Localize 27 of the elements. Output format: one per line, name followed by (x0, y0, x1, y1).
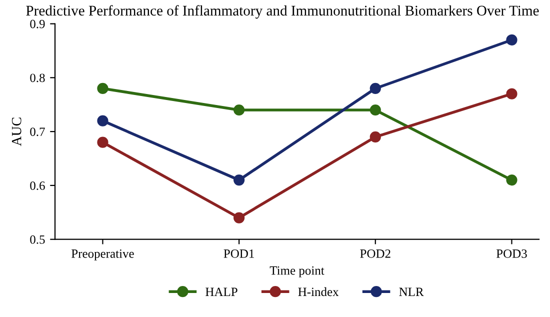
point (234, 104, 245, 116)
y-tick-label: 0.7 (30, 128, 45, 136)
x-tick-label: Preoperative (71, 249, 134, 260)
y-axis-title: AUC (12, 118, 22, 146)
point (506, 174, 518, 186)
x-tick-label: POD3 (496, 249, 527, 258)
point (370, 82, 381, 94)
legend-label: H-index (298, 287, 339, 296)
point (97, 82, 108, 94)
point (234, 174, 245, 186)
legend-label: HALP (206, 288, 238, 296)
x-tick-label: POD2 (360, 249, 390, 258)
point (370, 104, 381, 116)
y-tick-label: 0.8 (30, 74, 45, 82)
y-tick-label: 0.9 (30, 20, 45, 28)
y-tick-label: 0.5 (30, 235, 45, 244)
chart-title: Predictive Performance of Inflammatory and Immunonutritional Biomarkers Over Time (26, 5, 539, 19)
y-tick-label: 0.6 (30, 181, 45, 190)
point (506, 34, 518, 46)
point (370, 131, 381, 142)
point (97, 136, 108, 148)
point (506, 88, 518, 100)
x-axis-title: Time point (270, 266, 324, 278)
point (97, 115, 108, 126)
legend-label: NLR (399, 288, 424, 296)
x-tick-label: POD1 (224, 249, 254, 258)
point (234, 212, 245, 224)
